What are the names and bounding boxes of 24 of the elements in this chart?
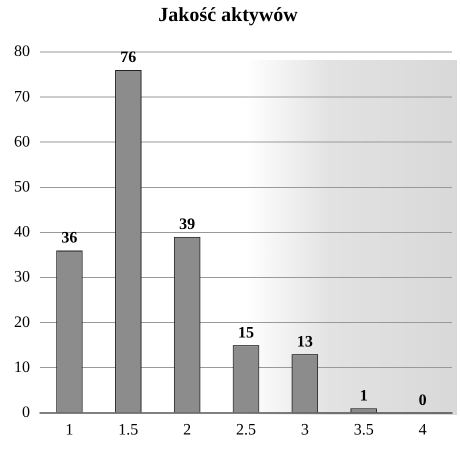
data-label: 1 xyxy=(360,387,368,404)
chart-title: Jakość aktywów xyxy=(158,4,298,26)
y-tick-label: 0 xyxy=(22,404,30,422)
y-tick-label: 40 xyxy=(14,224,30,241)
x-tick-label: 2 xyxy=(183,422,192,439)
data-label: 39 xyxy=(179,216,196,234)
x-tick-label: 4 xyxy=(418,422,427,439)
x-tick-label: 2.5 xyxy=(236,422,256,439)
x-tick-label: 3 xyxy=(300,422,309,439)
data-label: 76 xyxy=(120,49,136,66)
y-tick-label: 80 xyxy=(14,43,30,60)
data-label: 36 xyxy=(61,230,78,247)
y-tick-label: 70 xyxy=(14,88,30,106)
y-tick-label: 60 xyxy=(14,133,30,150)
x-tick-label: 3.5 xyxy=(354,422,374,439)
y-tick-label: 20 xyxy=(14,314,30,331)
data-label: 15 xyxy=(238,324,254,342)
data-label: 13 xyxy=(296,333,313,350)
y-tick-label: 50 xyxy=(14,178,30,196)
x-tick-label: 1 xyxy=(65,422,74,439)
y-tick-label: 10 xyxy=(14,358,30,376)
y-tick-label: 30 xyxy=(14,268,30,286)
data-label: 0 xyxy=(418,392,427,409)
x-tick-label: 1.5 xyxy=(118,422,138,439)
